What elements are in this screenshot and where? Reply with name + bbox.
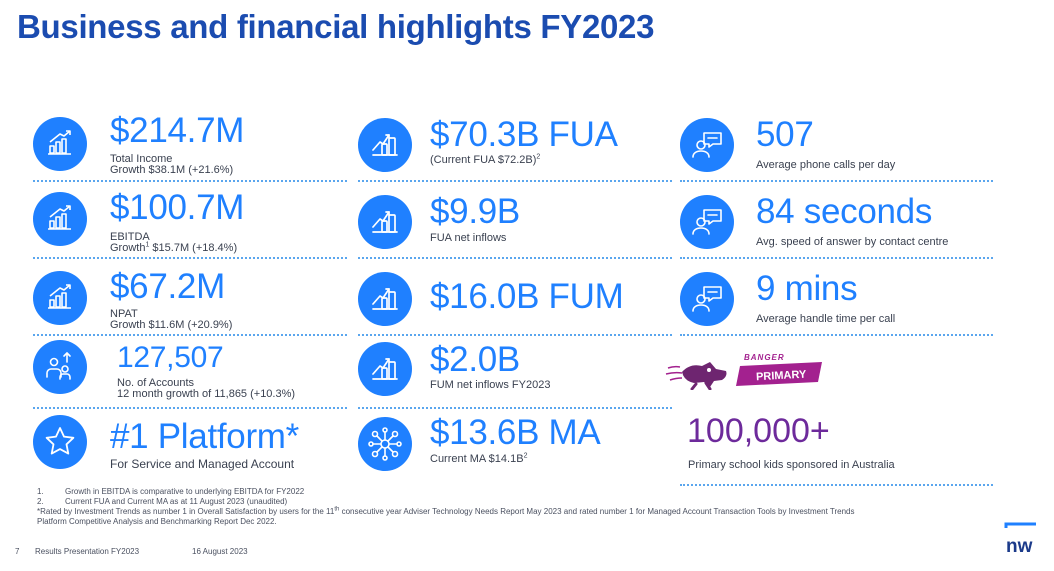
- fua-sub: (Current FUA $72.2B)2: [430, 153, 541, 166]
- kids-sponsored-label: Primary school kids sponsored in Austral…: [688, 459, 895, 471]
- network-icon: [358, 417, 412, 471]
- bar-chart-trend-icon: [358, 342, 412, 396]
- presentation-name: Results Presentation FY2023: [35, 547, 140, 556]
- total-income-tile: $214.7M Total Income Growth $38.1M (+21.…: [33, 107, 347, 183]
- handle-time-label: Average handle time per call: [756, 313, 896, 325]
- npat-value: $67.2M: [110, 267, 225, 306]
- phone-calls-tile: 507 Average phone calls per day: [680, 107, 993, 183]
- bar-chart-growth-icon: [33, 192, 87, 246]
- phone-calls-label: Average phone calls per day: [756, 159, 896, 171]
- footnote-star-line2: Platform Competitive Analysis and Benchm…: [37, 517, 277, 526]
- ma-value: $13.6B MA: [430, 413, 601, 452]
- divider: [33, 334, 347, 336]
- fua-tile: $70.3B FUA (Current FUA $72.2B)2: [358, 107, 672, 183]
- fum-inflows-value: $2.0B: [430, 340, 520, 379]
- fua-inflows-value: $9.9B: [430, 192, 520, 231]
- ebitda-growth: Growth1 $15.7M (+18.4%): [110, 241, 238, 254]
- phone-calls-value: 507: [756, 115, 814, 154]
- platform-value: #1 Platform*: [110, 417, 299, 456]
- bar-chart-trend-icon: [358, 195, 412, 249]
- divider: [33, 407, 347, 409]
- platform-tile: #1 Platform* For Service and Managed Acc…: [33, 411, 347, 487]
- ebitda-value: $100.7M: [110, 188, 245, 227]
- banger-text: BANGER: [744, 353, 785, 362]
- divider: [680, 334, 993, 336]
- npat-growth: Growth $11.6M (+20.9%): [110, 319, 233, 331]
- nw-logo: nw: [1004, 522, 1036, 556]
- fua-inflows-label: FUA net inflows: [430, 232, 507, 244]
- handle-time-value: 9 mins: [756, 269, 858, 308]
- divider: [358, 180, 672, 182]
- presentation-date: 16 August 2023: [192, 547, 248, 556]
- answer-speed-label: Avg. speed of answer by contact centre: [756, 236, 949, 248]
- total-income-value: $214.7M: [110, 111, 245, 150]
- page-number: 7: [15, 547, 20, 556]
- accounts-label: No. of Accounts: [117, 377, 195, 389]
- total-income-growth: Growth $38.1M (+21.6%): [110, 164, 234, 176]
- star-icon: [33, 415, 87, 469]
- answer-speed-tile: 84 seconds Avg. speed of answer by conta…: [680, 184, 993, 260]
- primary-text: PRIMARY: [756, 369, 808, 384]
- ebitda-tile: $100.7M EBITDA Growth1 $15.7M (+18.4%): [33, 184, 347, 260]
- fum-inflows-label: FUM net inflows FY2023: [430, 379, 551, 391]
- kids-sponsored-value: 100,000+: [687, 412, 830, 450]
- platform-label: For Service and Managed Account: [110, 457, 295, 471]
- bar-chart-trend-icon: [358, 272, 412, 326]
- accounts-value: 127,507: [117, 341, 224, 374]
- support-chat-icon: [680, 195, 734, 249]
- accounts-growth: 12 month growth of 11,865 (+10.3%): [117, 388, 296, 400]
- handle-time-tile: 9 mins Average handle time per call: [680, 261, 993, 337]
- page-title: Business and financial highlights FY2023: [17, 8, 655, 45]
- bar-chart-growth-icon: [33, 117, 87, 171]
- npat-label: NPAT: [110, 308, 138, 320]
- fua-inflows-tile: $9.9B FUA net inflows: [358, 184, 672, 260]
- fua-value: $70.3B FUA: [430, 115, 618, 154]
- answer-speed-value: 84 seconds: [756, 192, 933, 231]
- divider: [680, 484, 993, 486]
- bar-chart-growth-icon: [33, 271, 87, 325]
- running-mascot-icon: [665, 362, 727, 390]
- support-chat-icon: [680, 118, 734, 172]
- divider: [358, 407, 672, 409]
- support-chat-icon: [680, 272, 734, 326]
- divider: [680, 257, 993, 259]
- svg-text:nw: nw: [1006, 536, 1033, 556]
- fum-tile: $16.0B FUM: [358, 261, 672, 337]
- npat-tile: $67.2M NPAT Growth $11.6M (+20.9%): [33, 261, 347, 337]
- fum-inflows-tile: $2.0B FUM net inflows FY2023: [358, 334, 672, 410]
- accounts-tile: 127,507 No. of Accounts 12 month growth …: [33, 334, 347, 410]
- footnote-star: *Rated by Investment Trends as number 1 …: [37, 506, 855, 516]
- ma-sub: Current MA $14.1B2: [430, 452, 528, 465]
- footnotes: 1. Growth in EBITDA is comparative to und…: [37, 487, 1007, 527]
- ma-tile: $13.6B MA Current MA $14.1B2: [358, 411, 672, 487]
- footnote-2: 2. Current FUA and Current MA as at 11 Au…: [37, 497, 288, 506]
- fum-value: $16.0B FUM: [430, 277, 624, 316]
- divider: [33, 180, 347, 182]
- total-income-label: Total Income: [110, 153, 173, 165]
- banger-primary-logo: BANGER PRIMARY: [665, 353, 822, 390]
- people-up-icon: [33, 340, 87, 394]
- footnote-1: 1. Growth in EBITDA is comparative to und…: [37, 487, 305, 496]
- ebitda-label: EBITDA: [110, 231, 150, 243]
- bar-chart-trend-icon: [358, 118, 412, 172]
- divider: [33, 257, 347, 259]
- divider: [358, 257, 672, 259]
- divider: [358, 334, 672, 336]
- divider: [680, 180, 993, 182]
